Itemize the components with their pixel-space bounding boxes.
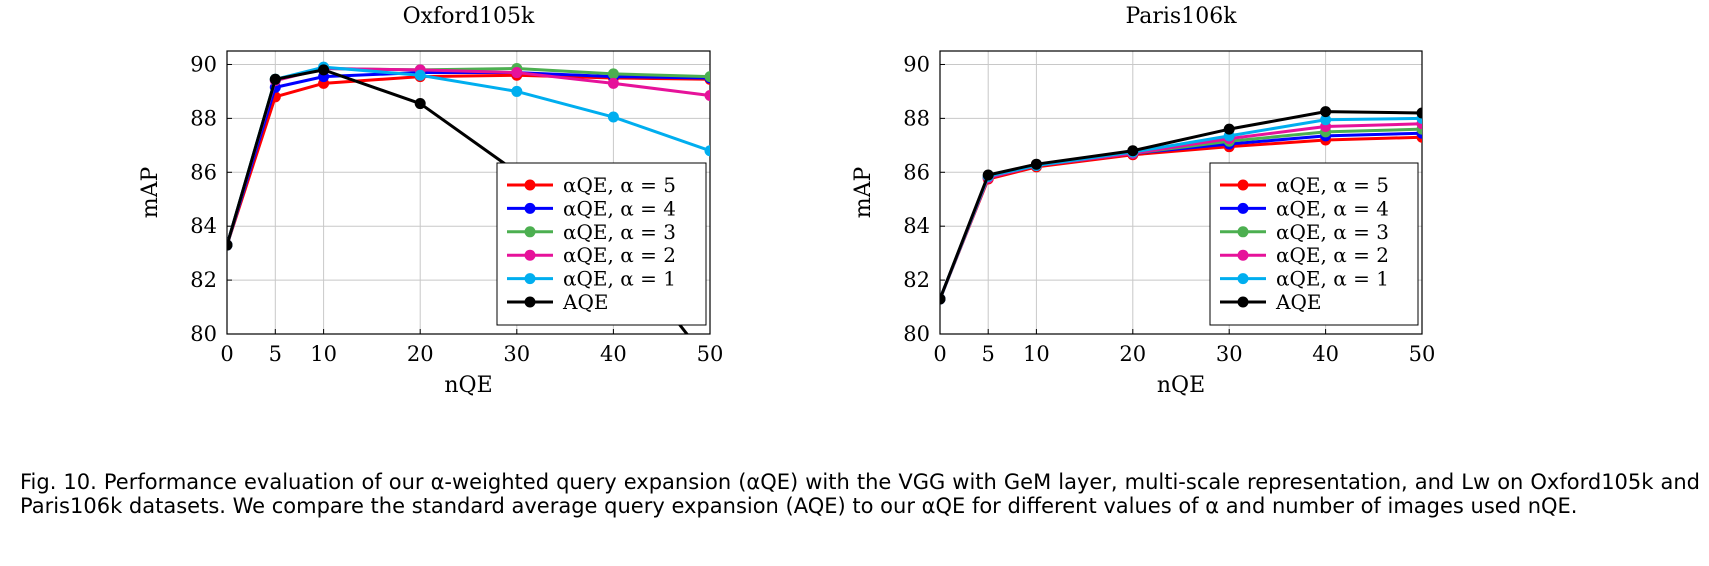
legend-swatch-marker (1237, 226, 1249, 238)
legend-label: AQE (562, 290, 608, 314)
legend-label: αQE, α = 2 (1276, 243, 1389, 267)
data-point (704, 145, 710, 157)
x-tick-label: 5 (982, 342, 995, 366)
legend-label: αQE, α = 5 (563, 173, 676, 197)
data-point (982, 169, 994, 181)
x-tick-label: 30 (503, 342, 530, 366)
chart-title: Paris106k (1125, 4, 1237, 29)
legend-label: αQE, α = 5 (1276, 173, 1389, 197)
x-axis-label: nQE (444, 373, 492, 398)
legend-label: αQE, α = 4 (563, 196, 676, 220)
x-tick-label: 50 (697, 342, 724, 366)
x-tick-label: 10 (1023, 342, 1050, 366)
data-point (269, 73, 281, 85)
data-point (1030, 158, 1042, 170)
legend-swatch-marker (1237, 296, 1249, 308)
data-point (414, 98, 426, 110)
data-point (607, 68, 619, 80)
y-axis-label: mAP (851, 167, 876, 219)
figure-caption: Fig. 10. Performance evaluation of our α… (20, 470, 1700, 518)
y-axis-label: mAP (138, 167, 163, 219)
data-point (1127, 145, 1139, 157)
y-tick-label: 84 (903, 214, 930, 238)
data-point (1320, 106, 1332, 118)
data-point (1320, 114, 1332, 126)
legend-swatch-marker (524, 296, 536, 308)
data-point (607, 111, 619, 123)
legend-swatch-marker (524, 273, 536, 285)
x-tick-label: 30 (1216, 342, 1243, 366)
plot-frame (939, 50, 1423, 335)
x-tick-label: 10 (310, 342, 337, 366)
data-point (227, 239, 233, 251)
legend-label: αQE, α = 4 (1276, 196, 1389, 220)
x-tick-label: 40 (600, 342, 627, 366)
y-tick-label: 86 (903, 160, 930, 184)
data-point (511, 67, 523, 79)
data-point (1416, 107, 1422, 119)
y-tick-label: 86 (190, 160, 217, 184)
legend-swatch-marker (524, 226, 536, 238)
legend-label: αQE, α = 2 (563, 243, 676, 267)
data-point (607, 77, 619, 89)
y-tick-label: 82 (190, 268, 217, 292)
y-tick-label: 90 (190, 52, 217, 76)
legend-label: AQE (1275, 290, 1321, 314)
y-tick-label: 88 (903, 106, 930, 130)
legend-label: αQE, α = 1 (563, 267, 676, 291)
legend-label: αQE, α = 3 (1276, 220, 1389, 244)
legend-label: αQE, α = 1 (1276, 267, 1389, 291)
series-layer (227, 61, 710, 334)
series-layer (940, 106, 1422, 305)
y-tick-label: 88 (190, 106, 217, 130)
y-tick-label: 80 (190, 322, 217, 346)
legend-swatch-marker (1237, 179, 1249, 191)
data-point (511, 85, 523, 97)
legend-swatch-marker (524, 249, 536, 261)
x-tick-label: 0 (220, 342, 233, 366)
x-tick-label: 40 (1312, 342, 1339, 366)
legend-swatch-marker (1237, 273, 1249, 285)
legend-swatch-marker (524, 179, 536, 191)
x-tick-label: 0 (933, 342, 946, 366)
data-point (704, 71, 710, 83)
legend-swatch-marker (1237, 249, 1249, 261)
legend-swatch-marker (524, 202, 536, 214)
legend-swatch-marker (1237, 202, 1249, 214)
y-tick-label: 80 (903, 322, 930, 346)
data-point (414, 69, 426, 81)
plot-frame (226, 50, 711, 335)
x-tick-label: 20 (1119, 342, 1146, 366)
data-point (940, 293, 946, 305)
y-tick-label: 84 (190, 214, 217, 238)
data-point (704, 89, 710, 101)
y-tick-label: 90 (903, 52, 930, 76)
x-axis-label: nQE (1157, 373, 1205, 398)
x-tick-label: 20 (407, 342, 434, 366)
x-tick-label: 5 (269, 342, 282, 366)
y-tick-label: 82 (903, 268, 930, 292)
chart-panel-1: 0 5 10 20 30 40 50 80 82 84 86 88 90 Oxford105k nQE mAP… (138, 4, 723, 398)
chart-title: Oxford105k (403, 4, 535, 29)
data-point (318, 64, 330, 76)
data-point (1223, 123, 1235, 135)
legend-label: αQE, α = 3 (563, 220, 676, 244)
x-tick-label: 50 (1409, 342, 1436, 366)
chart-panel-2: 0 5 10 20 30 40 50 80 82 84 86 88 90 Paris106k nQE mAP α… (851, 4, 1435, 398)
